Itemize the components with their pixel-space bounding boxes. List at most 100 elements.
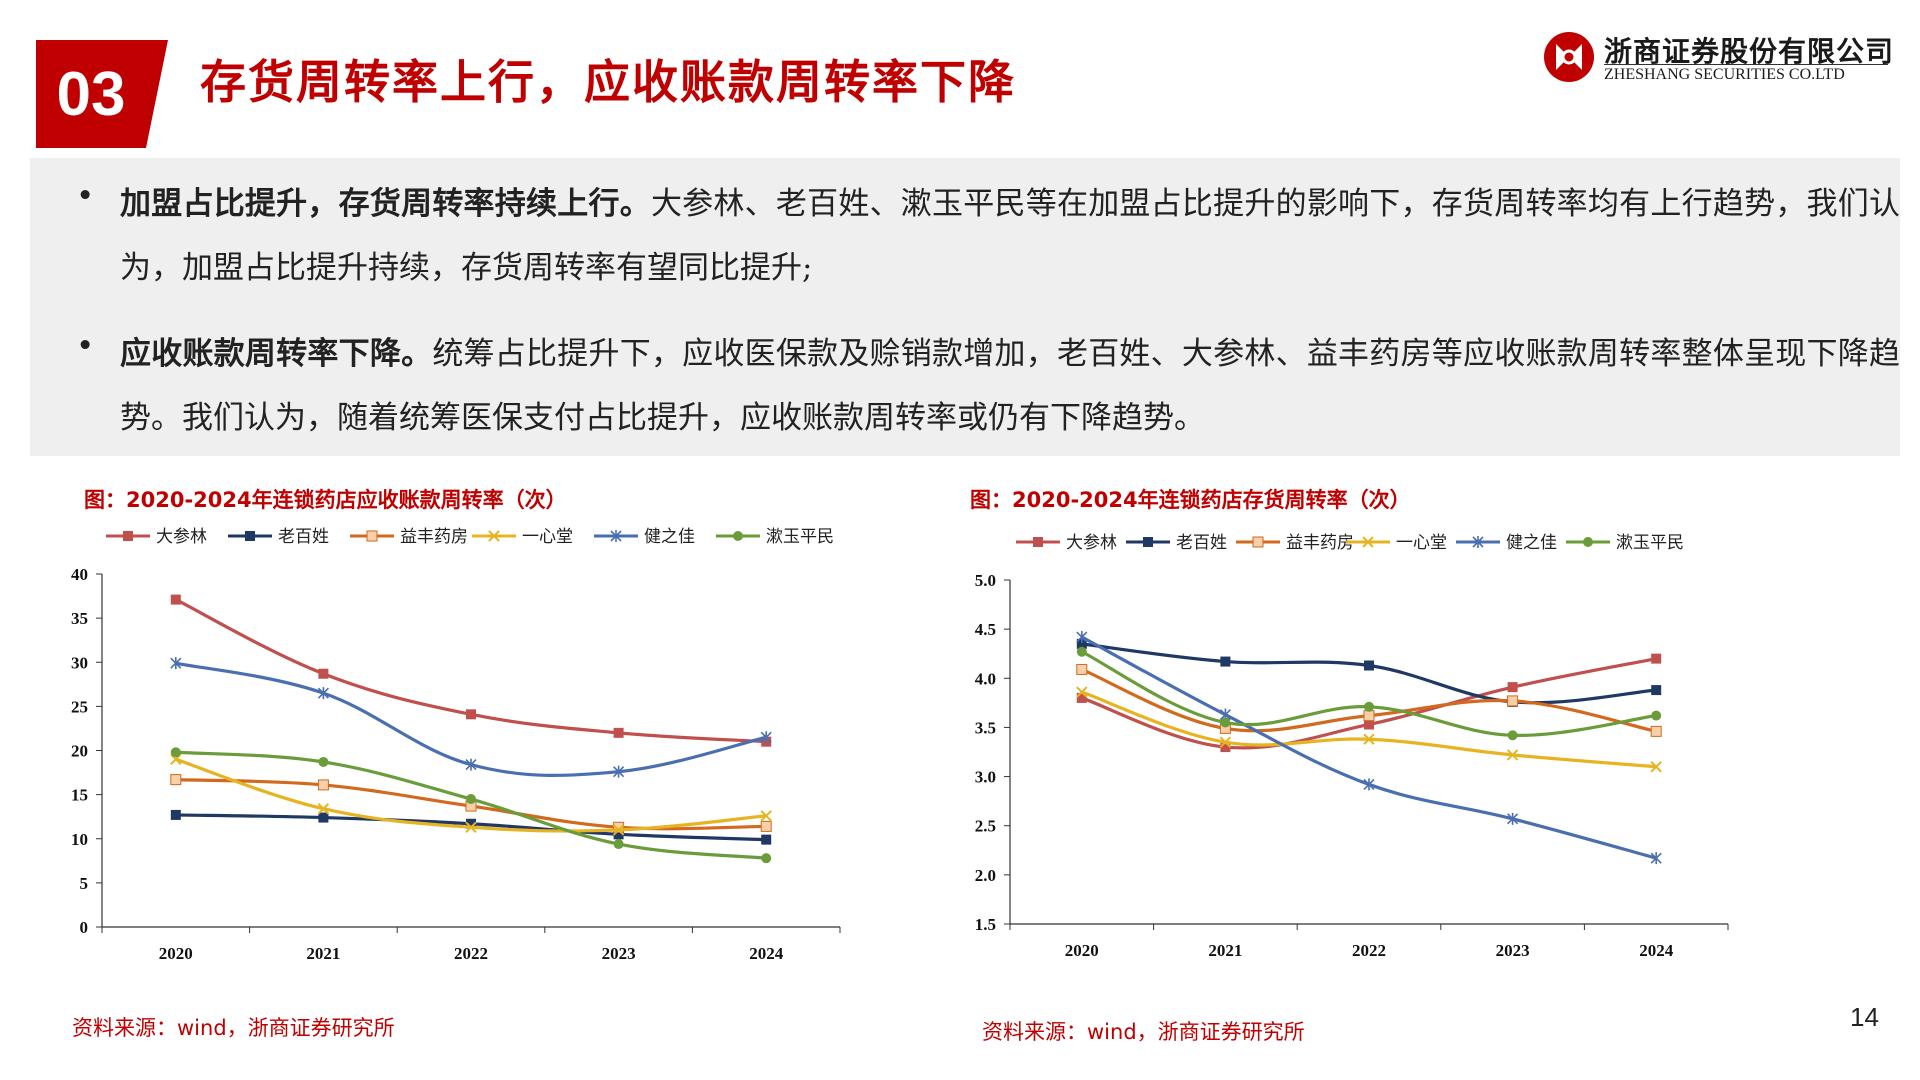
y-tick-label: 15 bbox=[71, 786, 88, 805]
legend-label: 健之佳 bbox=[1506, 533, 1557, 553]
data-point bbox=[465, 758, 477, 771]
inventory-turnover-chart: 大参林 老百姓 益丰药房 一心堂 健之佳 漱玉平民 1.5 2.0 2.5 3.0 3.5 4.0 4.… bbox=[975, 533, 1729, 960]
series-一心堂 bbox=[170, 753, 772, 836]
data-point bbox=[1650, 725, 1662, 737]
series-益丰药房 bbox=[170, 774, 772, 833]
data-point bbox=[170, 747, 181, 758]
data-point bbox=[1220, 742, 1231, 753]
bullet-icon: • bbox=[76, 328, 95, 364]
x-tick-label: 2024 bbox=[1639, 941, 1674, 960]
zheshang-logo-icon bbox=[1544, 32, 1594, 82]
legend-label: 老百姓 bbox=[278, 527, 329, 547]
series-健之佳 bbox=[1076, 631, 1662, 865]
y-tick-label: 40 bbox=[71, 565, 88, 584]
x-tick-label: 2024 bbox=[749, 944, 784, 963]
data-point bbox=[1364, 719, 1374, 730]
data-point bbox=[613, 821, 625, 833]
data-point bbox=[1650, 852, 1662, 865]
logo-english-name: ZHESHANG SECURITIES CO.LTD bbox=[1604, 66, 1845, 83]
x-tick-label: 2022 bbox=[454, 944, 488, 963]
data-point bbox=[1651, 710, 1662, 721]
data-point bbox=[318, 756, 329, 767]
legend-label: 一心堂 bbox=[522, 527, 573, 547]
data-point bbox=[317, 803, 330, 815]
summary-box: • 加盟占比提升，存货周转率持续上行。大参林、老百姓、漱玉平民等在加盟占比提升的… bbox=[30, 158, 1900, 456]
bullet-icon: • bbox=[76, 178, 95, 214]
x-tick-label: 2023 bbox=[1496, 941, 1530, 960]
series-健之佳 bbox=[170, 657, 772, 778]
legend-marker bbox=[1472, 536, 1484, 548]
legend-label: 益丰药房 bbox=[1286, 533, 1354, 553]
legend-label: 漱玉平民 bbox=[766, 527, 834, 547]
y-tick-label: 0 bbox=[80, 918, 89, 937]
legend-marker bbox=[366, 530, 378, 542]
data-point bbox=[1363, 710, 1375, 722]
series-老百姓 bbox=[170, 809, 772, 845]
legend-label: 老百姓 bbox=[1176, 533, 1227, 553]
y-tick-label: 30 bbox=[71, 653, 88, 672]
y-tick-label: 5.0 bbox=[975, 571, 996, 590]
chart-title-inventory: 图：2020-2024年连锁药店存货周转率（次） bbox=[970, 488, 1411, 512]
legend-label: 大参林 bbox=[156, 527, 207, 547]
x-tick-label: 2021 bbox=[1208, 941, 1242, 960]
legend-marker bbox=[610, 530, 622, 542]
data-point bbox=[1651, 685, 1662, 696]
chart-legend: 大参林 老百姓 益丰药房 一心堂 健之佳 漱玉平民 bbox=[106, 527, 834, 547]
data-point bbox=[1650, 761, 1662, 773]
data-point bbox=[466, 709, 476, 720]
section-number: 03 bbox=[56, 59, 126, 129]
data-point bbox=[760, 820, 772, 832]
legend-marker bbox=[1583, 537, 1593, 547]
logo-divider bbox=[1604, 64, 1888, 65]
data-point bbox=[318, 668, 329, 679]
series-大参林 bbox=[170, 594, 772, 747]
legend-marker bbox=[123, 531, 133, 541]
data-point bbox=[761, 834, 772, 845]
data-point bbox=[1507, 682, 1518, 693]
data-point bbox=[318, 812, 329, 823]
data-point bbox=[317, 687, 329, 700]
series-一心堂 bbox=[1076, 686, 1662, 773]
data-point bbox=[170, 594, 181, 605]
y-tick-label: 3.5 bbox=[975, 718, 996, 737]
summary-p1-heading: 加盟占比提升，存货周转率持续上行。 bbox=[120, 186, 651, 222]
data-point bbox=[760, 731, 772, 744]
data-point bbox=[465, 821, 477, 833]
data-point bbox=[613, 829, 624, 840]
x-tick-label: 2020 bbox=[159, 944, 193, 963]
data-point bbox=[1219, 736, 1232, 748]
summary-p2-text: 统筹占比提升下，应收医保款及赊销款增加，老百姓、大参林、益丰药房等应收账款周转率… bbox=[120, 336, 1901, 436]
legend-marker bbox=[245, 531, 255, 541]
legend-label: 益丰药房 bbox=[400, 527, 468, 547]
legend-label: 健之佳 bbox=[644, 527, 695, 547]
series-大参林 bbox=[1076, 653, 1662, 753]
y-tick-label: 4.0 bbox=[975, 669, 996, 688]
x-tick-label: 2020 bbox=[1065, 941, 1099, 960]
data-point bbox=[1076, 646, 1087, 657]
series-漱玉平民 bbox=[1076, 646, 1662, 741]
y-tick-label: 2.5 bbox=[975, 817, 996, 836]
data-point bbox=[466, 794, 476, 805]
summary-paragraph-1: 加盟占比提升，存货周转率持续上行。大参林、老百姓、漱玉平民等在加盟占比提升的影响… bbox=[120, 172, 1900, 300]
legend-marker bbox=[1033, 537, 1043, 547]
chart-legend: 大参林 老百姓 益丰药房 一心堂 健之佳 漱玉平民 bbox=[1016, 533, 1684, 553]
section-number-badge: 03 bbox=[36, 40, 168, 148]
y-tick-label: 4.5 bbox=[975, 620, 996, 639]
data-point bbox=[760, 810, 772, 822]
data-point bbox=[1364, 660, 1374, 671]
y-tick-label: 3.0 bbox=[975, 768, 996, 787]
data-point bbox=[613, 765, 625, 778]
y-tick-label: 5 bbox=[80, 874, 89, 893]
data-point bbox=[613, 727, 624, 738]
data-point bbox=[1220, 656, 1231, 667]
data-point bbox=[1364, 701, 1374, 712]
page-title: 存货周转率上行，应收账款周转率下降 bbox=[200, 55, 1016, 109]
series-漱玉平民 bbox=[170, 747, 772, 864]
summary-paragraph-2: 应收账款周转率下降。统筹占比提升下，应收医保款及赊销款增加，老百姓、大参林、益丰… bbox=[120, 322, 1900, 450]
y-tick-label: 1.5 bbox=[975, 915, 996, 934]
page-number: 14 bbox=[1850, 1002, 1879, 1032]
data-point bbox=[612, 824, 625, 836]
legend-marker bbox=[488, 530, 500, 542]
legend-label: 漱玉平民 bbox=[1616, 533, 1684, 553]
data-point bbox=[466, 818, 476, 829]
